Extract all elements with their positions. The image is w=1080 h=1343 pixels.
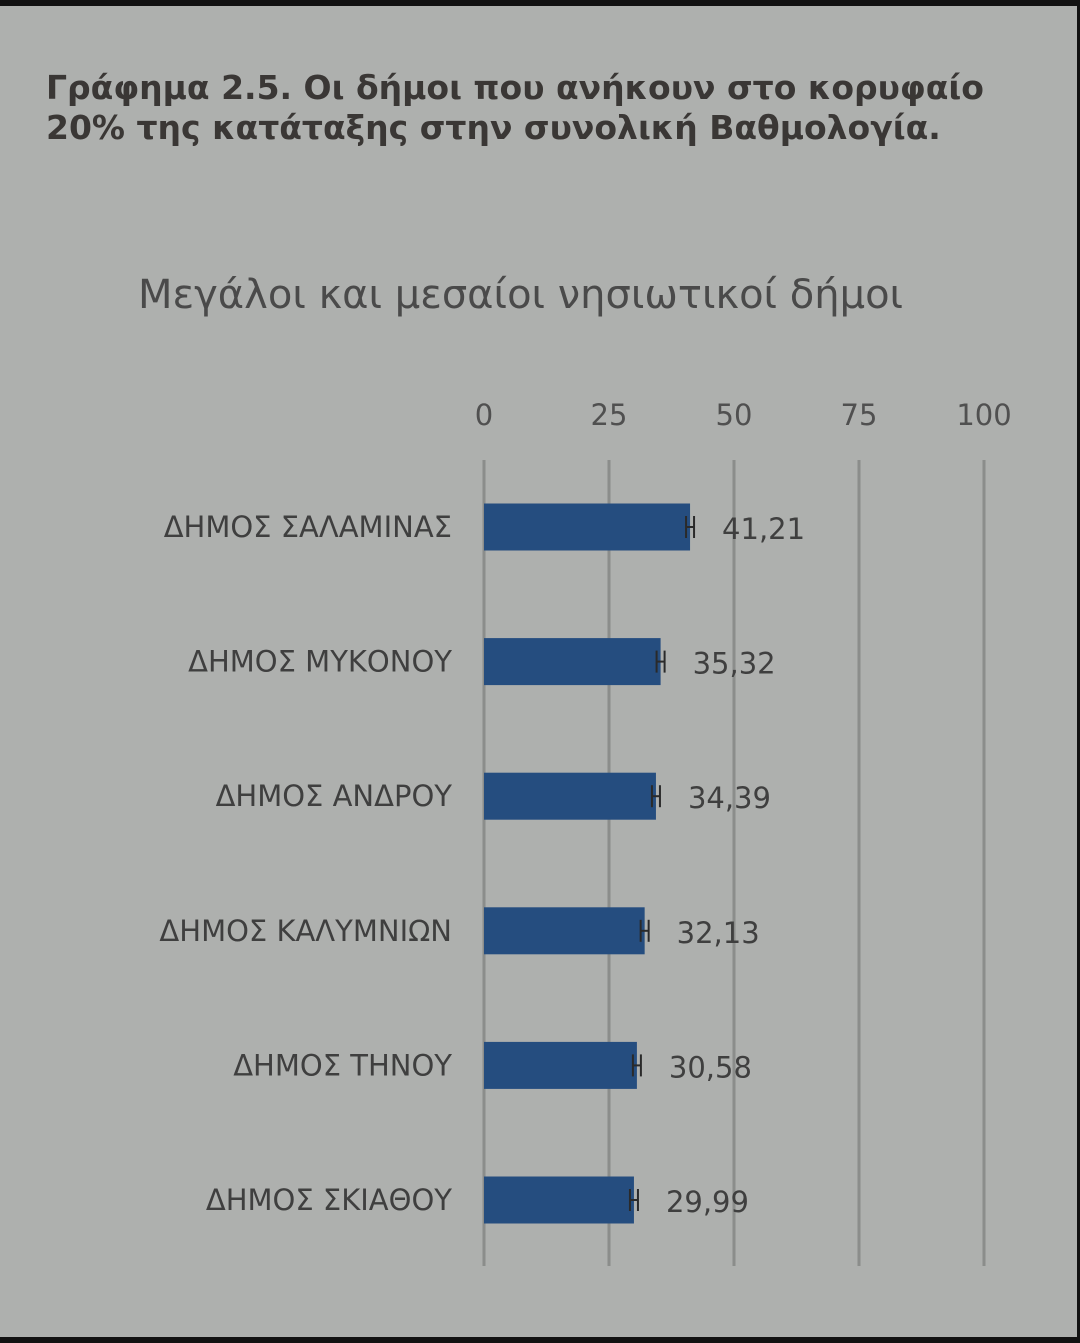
x-tick-label: 50 <box>716 398 753 432</box>
error-bar <box>650 785 661 808</box>
x-axis-ticks: 0 25 50 75 100 <box>475 398 1012 432</box>
data-label: 34,39 <box>688 781 771 815</box>
error-bar <box>628 1189 639 1211</box>
bar <box>484 772 656 820</box>
category-label: ΔΗΜΟΣ ΣΑΛΑΜΙΝΑΣ <box>164 510 452 544</box>
bar <box>484 1176 634 1224</box>
category-label: ΔΗΜΟΣ ΤΗΝΟΥ <box>233 1048 452 1082</box>
chart-title: Μεγάλοι και μεσαίοι νησιωτικοί δήμοι <box>138 272 903 318</box>
figure-caption: Γράφημα 2.5. Οι δήμοι που ανήκουν στο κο… <box>46 68 984 147</box>
bar <box>484 1041 637 1089</box>
bars <box>484 503 696 1224</box>
data-label: 29,99 <box>666 1185 749 1219</box>
bar <box>484 503 691 551</box>
error-bar <box>685 516 696 538</box>
bar <box>484 638 661 686</box>
x-tick-label: 0 <box>475 398 493 432</box>
gridlines <box>482 460 986 1266</box>
bar <box>484 907 645 955</box>
category-label: ΔΗΜΟΣ ΚΑΛΥΜΝΙΩΝ <box>159 914 452 948</box>
data-label: 41,21 <box>722 512 805 546</box>
category-label: ΔΗΜΟΣ ΑΝΔΡΟΥ <box>216 779 453 813</box>
labels: ΔΗΜΟΣ ΣΑΛΑΜΙΝΑΣ 41,21 ΔΗΜΟΣ ΜΥΚΟΝΟΥ 35,32 ΔΗ… <box>159 510 805 1219</box>
x-tick-label: 75 <box>841 398 878 432</box>
error-bar <box>639 919 650 942</box>
error-bar <box>631 1054 642 1077</box>
x-tick-label: 25 <box>591 398 628 432</box>
category-label: ΔΗΜΟΣ ΣΚΙΑΘΟΥ <box>206 1183 452 1217</box>
category-label: ΔΗΜΟΣ ΜΥΚΟΝΟΥ <box>188 645 452 679</box>
error-bar <box>655 650 666 673</box>
data-label: 30,58 <box>669 1050 752 1084</box>
data-label: 32,13 <box>677 916 760 950</box>
x-tick-label: 100 <box>956 398 1011 432</box>
data-label: 35,32 <box>693 647 776 681</box>
